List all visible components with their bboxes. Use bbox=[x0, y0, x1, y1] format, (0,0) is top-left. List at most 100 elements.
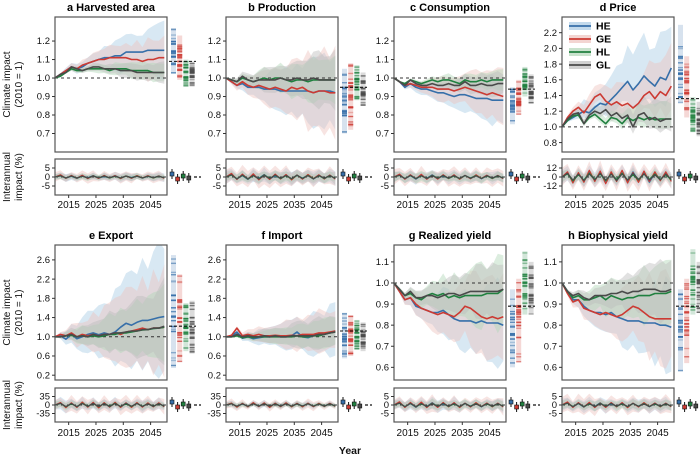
dist-strip-HL bbox=[522, 66, 528, 97]
inter-y-tick-label: 5 bbox=[384, 392, 389, 403]
dist-strip-dash bbox=[516, 87, 522, 89]
dist-strip-dash bbox=[696, 107, 700, 110]
dist-strip-dash bbox=[171, 62, 176, 64]
dist-strip-dash bbox=[342, 73, 347, 75]
y-axis-label-interannual: Interannual bbox=[2, 380, 13, 430]
inter-y-tick-label: -12 bbox=[543, 181, 557, 192]
dist-strip-dash bbox=[510, 357, 515, 359]
y-tick-label: 1.0 bbox=[37, 73, 50, 84]
main-plot-border bbox=[225, 244, 339, 381]
dist-strip-dash bbox=[510, 102, 515, 104]
x-tick-label: 2045 bbox=[310, 200, 333, 211]
series-line-GL bbox=[394, 282, 504, 299]
dist-strip-dash bbox=[684, 66, 690, 69]
dist-strip-dash bbox=[189, 335, 195, 338]
dist-strip-dash bbox=[189, 304, 195, 307]
dist-strip-core-dash bbox=[177, 65, 183, 67]
legend-item-GE: GE bbox=[569, 34, 611, 46]
dist-strip-dash bbox=[183, 304, 189, 307]
dist-strip-dash bbox=[171, 28, 176, 31]
dist-strip-core-dash bbox=[678, 336, 683, 338]
dist-strip-dash bbox=[354, 85, 360, 88]
dist-strip-dash bbox=[183, 82, 189, 84]
dist-strip-core-dash bbox=[510, 316, 515, 319]
boxplot-box bbox=[525, 403, 531, 409]
dist-strip-dash bbox=[189, 67, 195, 70]
dist-strip-GE bbox=[177, 35, 183, 80]
inter-series-line-GL bbox=[55, 402, 165, 408]
dist-strip-dash bbox=[342, 351, 347, 353]
dist-strip-bg bbox=[684, 56, 690, 118]
dist-strip-core-dash bbox=[696, 279, 700, 281]
dist-strip-dash bbox=[177, 50, 183, 52]
dist-strip-core-dash bbox=[360, 341, 366, 343]
dist-strip-GE bbox=[348, 315, 354, 356]
dist-strip-dash bbox=[522, 252, 528, 254]
dist-strip-dash bbox=[678, 339, 683, 341]
dist-strip-dash bbox=[516, 113, 522, 115]
y-tick-label: 0.8 bbox=[37, 110, 50, 121]
panel-f: f Import 0.2 0.6 1.0 1.4 1.8 2.2 2.6 350-35 2015 2… bbox=[207, 230, 372, 439]
dist-strip-dash bbox=[678, 66, 683, 69]
x-tick-label: 2025 bbox=[85, 200, 108, 211]
dist-strip-dash bbox=[177, 355, 183, 357]
y-tick-label: 2.6 bbox=[37, 255, 50, 266]
main-plot-area bbox=[394, 67, 506, 127]
dist-strip-GE bbox=[516, 79, 522, 116]
dist-strip-dash bbox=[684, 288, 690, 290]
dist-strip-dash bbox=[183, 323, 189, 326]
dist-strip-dash bbox=[348, 324, 354, 326]
dist-strip-dash bbox=[171, 357, 176, 359]
dist-strip-dash bbox=[696, 129, 700, 131]
dist-strip-dash bbox=[684, 283, 690, 285]
inter-summary-boxplot-HE bbox=[676, 169, 682, 179]
panel-c: c Consumption 0.7 0.8 0.9 1.0 1.1 1.2 50-5 2015 2… bbox=[376, 2, 540, 211]
inter-summary-boxplot-GL bbox=[525, 173, 531, 183]
dist-strip-dash bbox=[528, 266, 534, 268]
y-tick-label: 1.0 bbox=[544, 278, 557, 289]
boxplot-box bbox=[519, 401, 525, 407]
dist-strip-dash bbox=[177, 68, 183, 71]
y-tick-label: 0.7 bbox=[37, 129, 50, 140]
inter-y-tick-label: 0 bbox=[384, 172, 389, 183]
dist-strip-dash bbox=[690, 123, 696, 126]
x-tick-label: 2035 bbox=[451, 200, 474, 211]
panel-title-b: b Production bbox=[248, 2, 316, 14]
dist-strip-dash bbox=[690, 283, 696, 286]
y-tick-label: 1.6 bbox=[544, 75, 557, 86]
boxplot-box bbox=[682, 176, 687, 182]
dist-strip-dash bbox=[522, 262, 528, 264]
x-tick-label: 2035 bbox=[619, 428, 642, 439]
inter-plot-area bbox=[562, 160, 674, 192]
panel-e: e Export 0.2 0.6 1.0 1.4 1.8 2.2 2.6 350-35 2015 2… bbox=[36, 230, 201, 439]
y-tick-label: 0.6 bbox=[544, 363, 557, 374]
y-tick-label: 0.8 bbox=[544, 138, 557, 149]
dist-strip-core-dash bbox=[528, 277, 534, 279]
boxplot-box bbox=[340, 399, 346, 405]
dist-strip-dash bbox=[528, 77, 534, 79]
dist-strip-dash bbox=[510, 344, 515, 347]
dist-strip-dash bbox=[510, 96, 515, 99]
dist-strip-dash bbox=[177, 69, 183, 72]
dist-strip-core-dash bbox=[684, 326, 690, 328]
dist-strip-dash bbox=[189, 62, 195, 65]
dist-strip-dash bbox=[510, 298, 515, 300]
inter-summary-boxplot-GL bbox=[357, 401, 363, 411]
dist-strip-dash bbox=[183, 85, 189, 87]
dist-strip-core-dash bbox=[696, 294, 700, 297]
dist-strip-core-dash bbox=[516, 100, 522, 102]
dist-strip-core-dash bbox=[171, 325, 176, 328]
dist-strip-core-dash bbox=[510, 332, 515, 335]
dist-strip-core-dash bbox=[171, 50, 176, 52]
dist-strip-dash bbox=[684, 70, 690, 72]
dist-strip-dash bbox=[189, 84, 195, 87]
dist-strip-dash bbox=[189, 343, 195, 346]
dist-strip-HL bbox=[690, 249, 696, 315]
inter-y-tick-label: 5 bbox=[552, 392, 557, 403]
dist-strip-dash bbox=[183, 78, 189, 81]
dist-strip-dash bbox=[516, 110, 522, 112]
dist-strip-dash bbox=[528, 275, 534, 278]
dist-strip-dash bbox=[177, 281, 183, 284]
dist-strip-dash bbox=[342, 320, 347, 322]
dist-strip-dash bbox=[171, 29, 176, 31]
